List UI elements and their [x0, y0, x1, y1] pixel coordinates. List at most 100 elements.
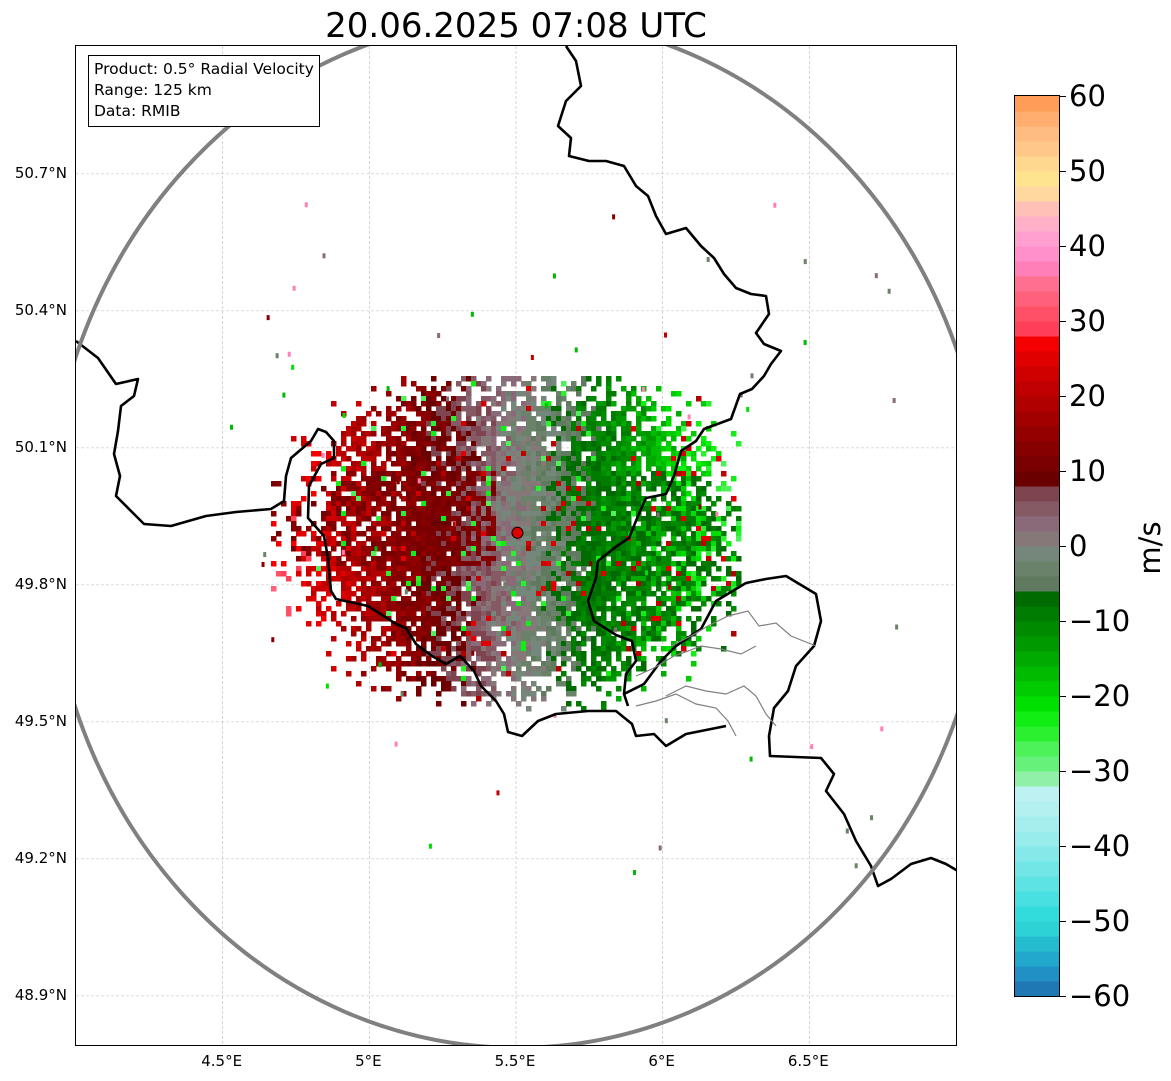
echo-pixel [396, 676, 402, 682]
echo-pixel [566, 431, 572, 437]
echo-pixel [566, 501, 572, 507]
echo-pixel [636, 411, 642, 417]
echo-pixel [516, 456, 522, 462]
echo-pixel [676, 426, 682, 432]
echo-pixel [431, 631, 437, 637]
echo-pixel [581, 661, 587, 667]
echo-pixel [641, 661, 647, 667]
echo-pixel [451, 421, 457, 427]
echo-pixel [551, 416, 557, 422]
echo-pixel [581, 376, 587, 382]
echo-pixel [401, 456, 407, 462]
echo-pixel [406, 426, 412, 432]
echo-pixel [381, 606, 387, 612]
echo-pixel [411, 621, 417, 627]
echo-pixel [576, 511, 582, 517]
echo-pixel [356, 586, 362, 592]
echo-pixel [621, 576, 627, 582]
echo-pixel [631, 436, 637, 442]
echo-pixel [571, 556, 577, 562]
echo-pixel [661, 636, 667, 642]
echo-pixel [581, 411, 587, 417]
echo-pixel [431, 526, 437, 532]
echo-pixel [601, 551, 607, 557]
echo-pixel [551, 506, 557, 512]
echo-pixel [461, 491, 467, 497]
echo-pixel [511, 576, 517, 582]
echo-pixel [416, 661, 422, 667]
echo-pixel [376, 501, 382, 507]
echo-pixel [486, 561, 492, 567]
echo-pixel [616, 546, 622, 552]
echo-pixel [636, 611, 642, 617]
echo-pixel [341, 586, 347, 592]
echo-pixel [381, 686, 387, 692]
echo-pixel [666, 481, 672, 487]
echo-pixel [441, 596, 447, 602]
echo-pixel [496, 541, 502, 547]
echo-pixel [456, 491, 462, 497]
echo-pixel [561, 551, 567, 557]
echo-pixel [421, 521, 427, 527]
echo-pixel [596, 671, 602, 677]
echo-pixel [361, 471, 367, 477]
echo-pixel [561, 536, 567, 542]
echo-pixel [531, 456, 537, 462]
echo-pixel [401, 561, 407, 567]
echo-pixel [561, 671, 567, 677]
echo-pixel [611, 666, 617, 672]
echo-pixel [346, 596, 352, 602]
echo-pixel [436, 441, 442, 447]
echo-pixel [386, 661, 392, 667]
echo-pixel [471, 606, 477, 612]
echo-pixel [536, 471, 542, 477]
echo-pixel [461, 481, 467, 487]
echo-pixel [291, 501, 297, 507]
echo-pixel [681, 586, 687, 592]
echo-pixel [601, 451, 607, 457]
echo-pixel [401, 446, 407, 452]
echo-pixel [456, 436, 462, 442]
echo-pixel [566, 621, 572, 627]
echo-pixel [461, 376, 467, 382]
echo-pixel [698, 504, 702, 510]
echo-pixel [471, 486, 477, 492]
echo-pixel [446, 486, 452, 492]
radar-map[interactable] [75, 45, 957, 1046]
echo-pixel [516, 426, 522, 432]
echo-pixel [476, 416, 482, 422]
echo-pixel [411, 616, 417, 622]
echo-pixel [401, 611, 407, 617]
echo-pixel [536, 486, 542, 492]
echo-pixel [626, 671, 632, 677]
echo-pixel [656, 426, 662, 432]
echo-pixel [521, 496, 527, 502]
echo-pixel [306, 581, 312, 587]
echo-pixel [641, 591, 647, 597]
echo-pixel [331, 506, 337, 512]
echo-pixel [411, 526, 417, 532]
echo-pixel [551, 411, 557, 417]
echo-pixel [596, 496, 602, 502]
echo-pixel [496, 790, 500, 796]
echo-pixel [471, 406, 477, 412]
echo-pixel [361, 441, 367, 447]
echo-pixel [341, 566, 347, 572]
echo-pixel [576, 581, 582, 587]
echo-pixel [466, 546, 472, 552]
echo-pixel [501, 476, 507, 482]
echo-pixel [321, 566, 327, 572]
echo-pixel [516, 416, 522, 422]
echo-pixel [326, 516, 332, 522]
echo-pixel [701, 536, 707, 542]
echo-pixel [666, 526, 672, 532]
echo-pixel [546, 381, 552, 387]
echo-pixel [376, 591, 382, 597]
echo-pixel [491, 501, 497, 507]
echo-pixel [431, 651, 437, 657]
echo-pixel [636, 456, 642, 462]
echo-pixel [621, 426, 627, 432]
echo-pixel [371, 556, 377, 562]
echo-pixel [456, 546, 462, 552]
echo-pixel [316, 546, 322, 552]
